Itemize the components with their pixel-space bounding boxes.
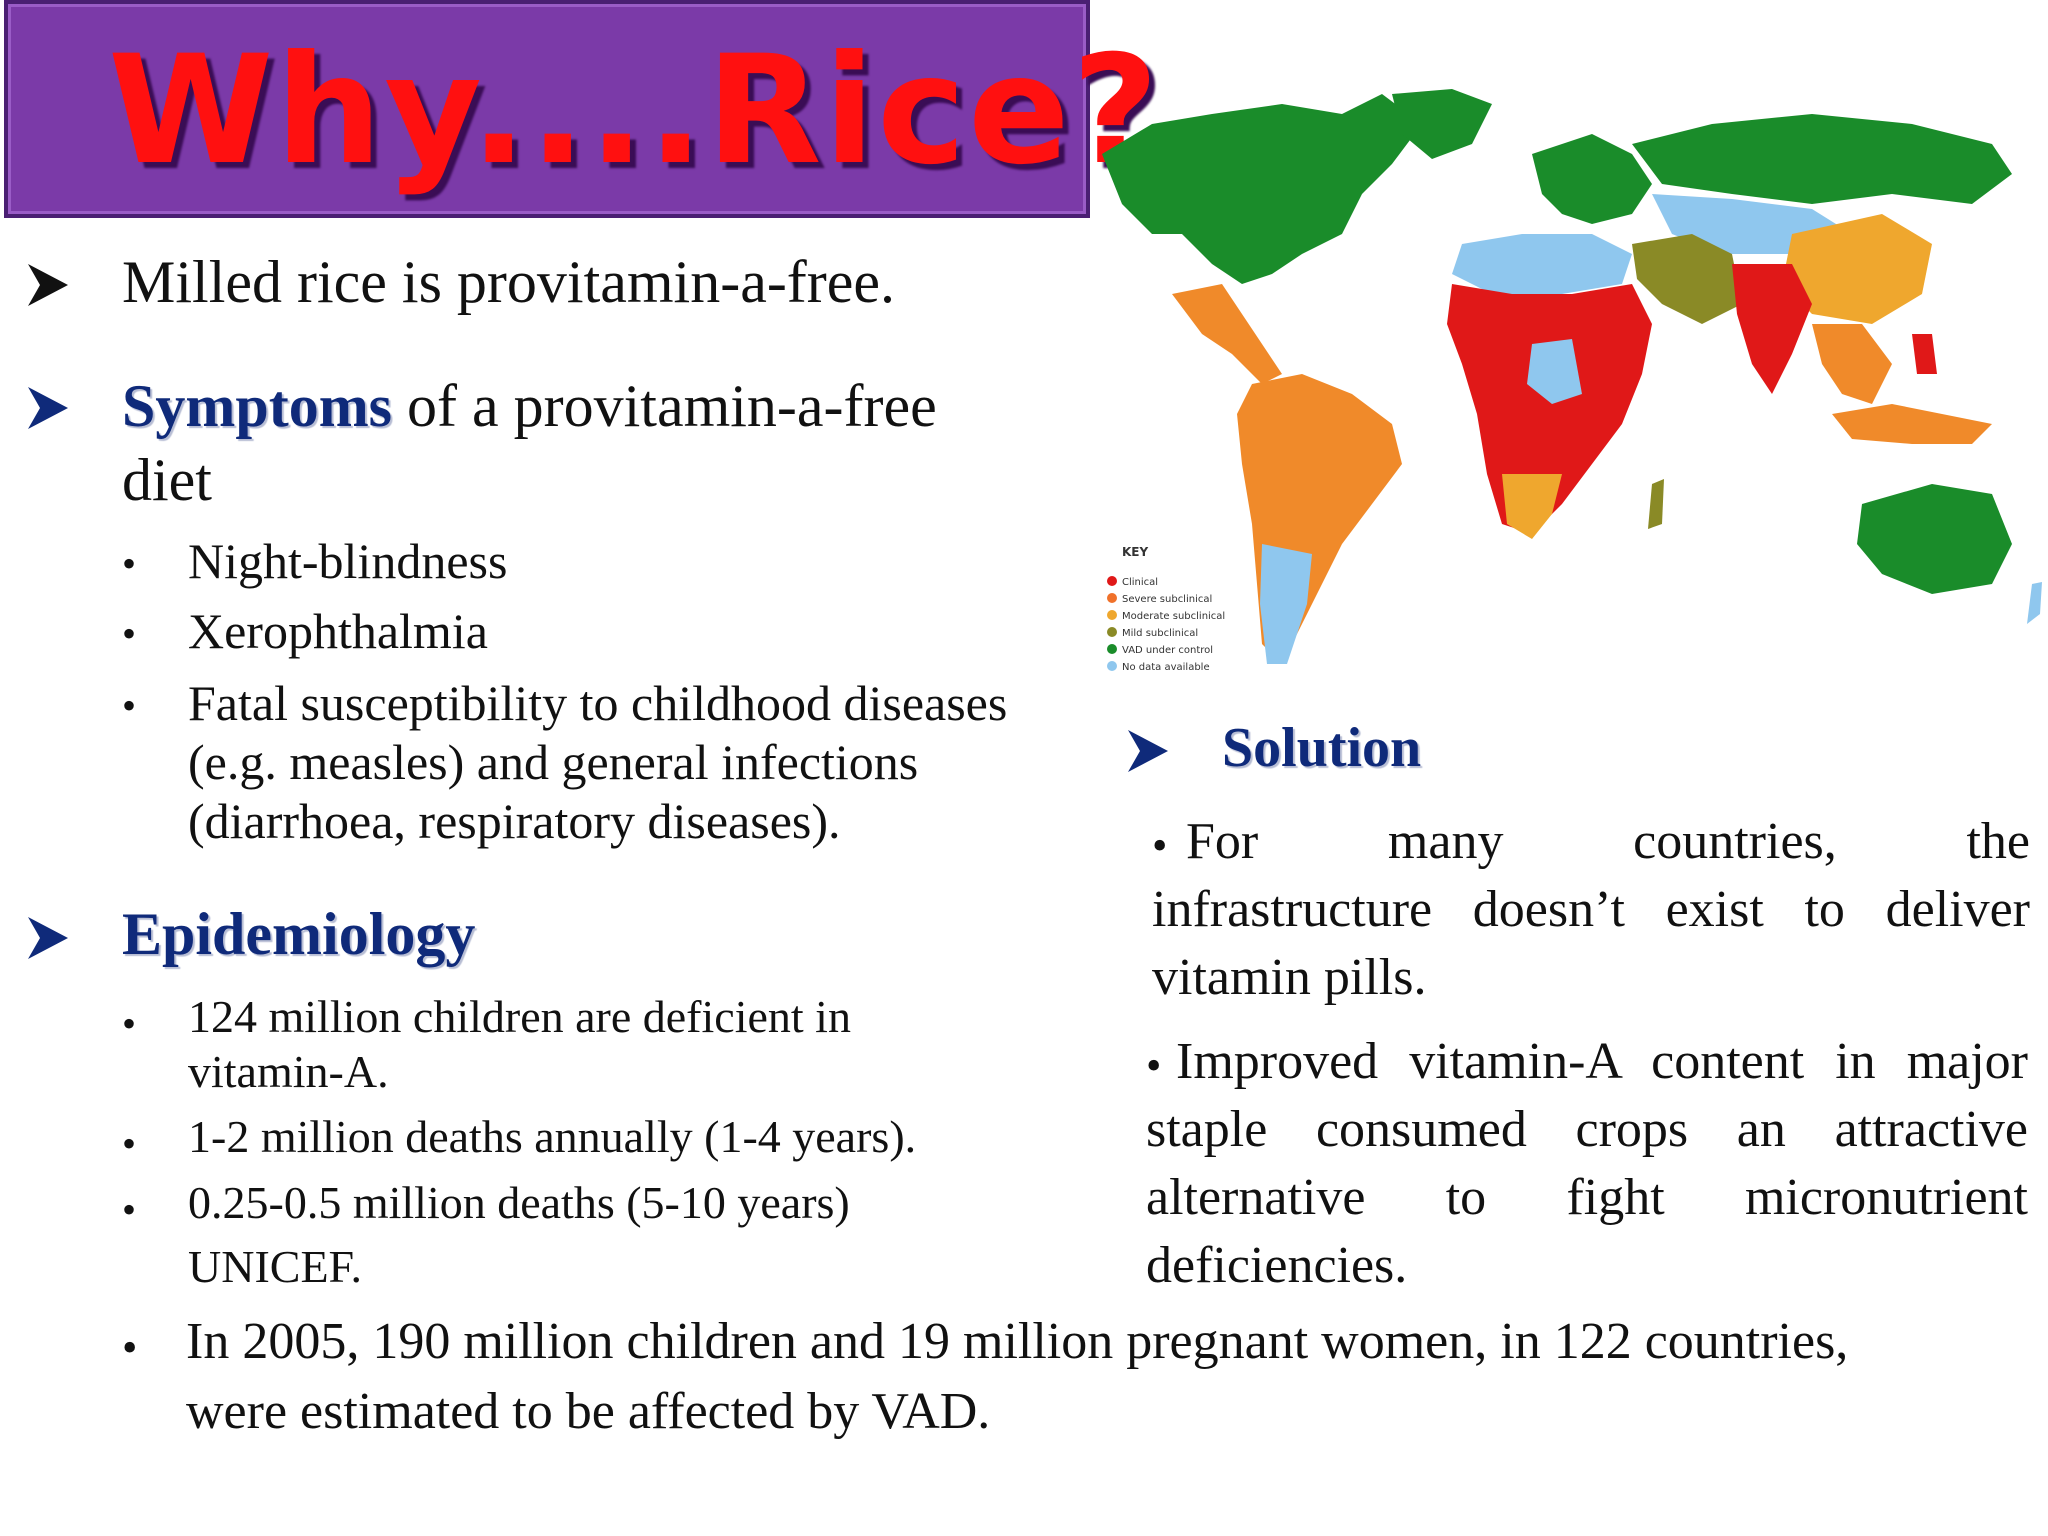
bullet-dot: • (122, 683, 137, 728)
map-north-asia (1632, 114, 2012, 204)
map-north-america (1102, 94, 1422, 284)
map-central-america (1172, 284, 1282, 384)
map-new-zealand (2027, 582, 2042, 624)
epidemiology-item: 124 million children are deficient in (188, 991, 851, 1042)
map-key-label: Moderate subclinical (1122, 611, 1225, 622)
symptom-item-cont: (diarrhoea, respiratory diseases). (188, 793, 841, 849)
map-middle-east (1632, 234, 1742, 324)
map-europe (1532, 134, 1652, 224)
epidemiology-item-cont: vitamin-A. (188, 1046, 389, 1097)
symptom-item: Fatal susceptibility to childhood diseas… (188, 675, 1008, 731)
solution-para2-line: staple consumed crops an attractive (1146, 1101, 2028, 1158)
map-africa (1447, 284, 1652, 534)
bottom-statement-line: were estimated to be affected by VAD. (186, 1383, 991, 1440)
title-banner: Why....Rice? (4, 0, 1159, 218)
solution-para1-line: For many countries, the (1186, 813, 2030, 870)
epidemiology-item: 0.25-0.5 million deaths (5-10 years) (188, 1177, 850, 1228)
solution-heading: Solution (1222, 717, 1422, 779)
map-key-label: Severe subclinical (1122, 594, 1212, 605)
symptoms-heading-line2: diet (122, 447, 212, 513)
slide-title: Why....Rice? (108, 24, 1161, 198)
map-key-label: VAD under control (1122, 645, 1213, 656)
bullet-dot: • (122, 1121, 137, 1166)
symptoms-heading-line: Symptoms of a provitamin-a-free (122, 372, 937, 441)
epidemiology-heading: Epidemiology (122, 901, 476, 967)
arrow-bullet-icon (28, 917, 68, 959)
solution-para1-line: infrastructure doesn’t exist to deliver (1152, 881, 2030, 938)
epidemiology-item-cont: UNICEF. (188, 1241, 362, 1292)
map-philippines (1912, 334, 1937, 374)
symptom-item: Night-blindness (188, 533, 508, 589)
map-key-label: Clinical (1122, 577, 1158, 588)
bullet-dot: • (122, 1001, 137, 1046)
symptom-item: Xerophthalmia (188, 603, 488, 659)
arrow-bullet-icon (28, 387, 68, 429)
map-china (1782, 214, 1932, 324)
map-greenland (1392, 89, 1492, 159)
map-south-america-south (1260, 544, 1312, 664)
symptoms-heading-rest: of a provitamin-a-free (392, 373, 937, 439)
symptoms-heading: Symptoms (122, 373, 393, 439)
map-australia (1857, 484, 2012, 594)
map-madagascar (1648, 479, 1664, 529)
world-vad-map: KEY Clinical Severe subclinical Moderate… (1102, 89, 2042, 673)
map-key-label: Mild subclinical (1122, 628, 1198, 639)
map-central-africa (1527, 339, 1582, 404)
arrow-bullet-icon (28, 264, 68, 306)
bullet-dot: • (1152, 821, 1168, 870)
map-southern-africa (1502, 474, 1562, 539)
map-india (1732, 264, 1812, 394)
solution-para2-line: alternative to fight micronutrient (1146, 1169, 2028, 1226)
map-southeast-asia (1812, 324, 1892, 404)
bullet-dot: • (1146, 1041, 1162, 1090)
map-north-africa (1452, 234, 1632, 294)
map-south-america (1237, 374, 1402, 664)
map-key-label: No data available (1122, 662, 1210, 673)
solution-para1-line: vitamin pills. (1152, 949, 1427, 1006)
epidemiology-item: 1-2 million deaths annually (1-4 years). (188, 1111, 917, 1162)
map-key-title: KEY (1122, 545, 1148, 559)
bottom-statement-line: In 2005, 190 million children and 19 mil… (186, 1313, 1849, 1370)
bullet-dot: • (122, 1187, 137, 1232)
arrow-bullet-icon (1128, 730, 1168, 772)
point-milled-rice: Milled rice is provitamin-a-free. (122, 249, 896, 315)
solution-para2-line: deficiencies. (1146, 1237, 1408, 1294)
symptom-item-cont: (e.g. measles) and general infections (188, 734, 919, 790)
bullet-dot: • (122, 1323, 138, 1372)
bullet-dot: • (122, 541, 137, 586)
map-key: Clinical Severe subclinical Moderate sub… (1107, 576, 1225, 673)
solution-para2-line: Improved vitamin-A content in major (1176, 1033, 2028, 1090)
bullet-dot: • (122, 611, 137, 656)
map-indonesia (1832, 404, 1992, 444)
